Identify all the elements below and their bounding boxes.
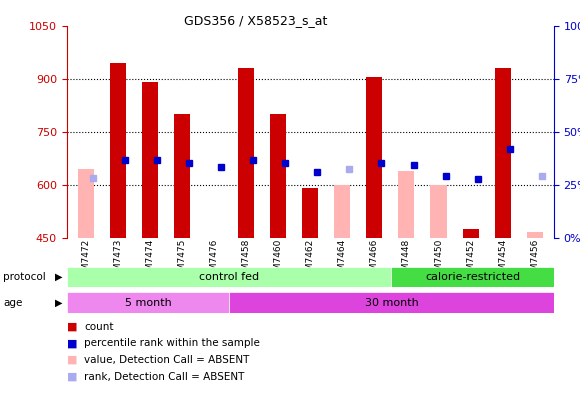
Bar xyxy=(527,232,543,238)
Bar xyxy=(302,188,318,238)
Bar xyxy=(367,77,382,238)
Bar xyxy=(229,292,554,313)
Text: rank, Detection Call = ABSENT: rank, Detection Call = ABSENT xyxy=(84,371,245,382)
Bar xyxy=(78,169,94,238)
Text: ■: ■ xyxy=(67,371,77,382)
Bar xyxy=(495,68,510,238)
Text: 5 month: 5 month xyxy=(125,297,171,308)
Bar xyxy=(238,68,254,238)
Text: ▶: ▶ xyxy=(55,272,63,282)
Text: ▶: ▶ xyxy=(55,297,63,308)
Bar xyxy=(430,185,447,238)
Bar xyxy=(462,229,478,238)
Text: calorie-restricted: calorie-restricted xyxy=(425,272,520,282)
Text: age: age xyxy=(3,297,22,308)
Text: percentile rank within the sample: percentile rank within the sample xyxy=(84,338,260,348)
Text: GDS356 / X58523_s_at: GDS356 / X58523_s_at xyxy=(183,14,327,27)
Text: protocol: protocol xyxy=(3,272,46,282)
Text: ■: ■ xyxy=(67,355,77,365)
Text: value, Detection Call = ABSENT: value, Detection Call = ABSENT xyxy=(84,355,249,365)
Bar xyxy=(334,185,350,238)
Bar xyxy=(67,292,229,313)
Bar xyxy=(110,63,126,238)
Bar xyxy=(67,267,392,287)
Text: control fed: control fed xyxy=(199,272,259,282)
Text: 30 month: 30 month xyxy=(365,297,418,308)
Bar xyxy=(392,267,554,287)
Text: ■: ■ xyxy=(67,322,77,332)
Bar xyxy=(398,171,415,238)
Bar xyxy=(174,114,190,238)
Bar xyxy=(270,114,287,238)
Text: count: count xyxy=(84,322,114,332)
Bar xyxy=(142,82,158,238)
Text: ■: ■ xyxy=(67,338,77,348)
